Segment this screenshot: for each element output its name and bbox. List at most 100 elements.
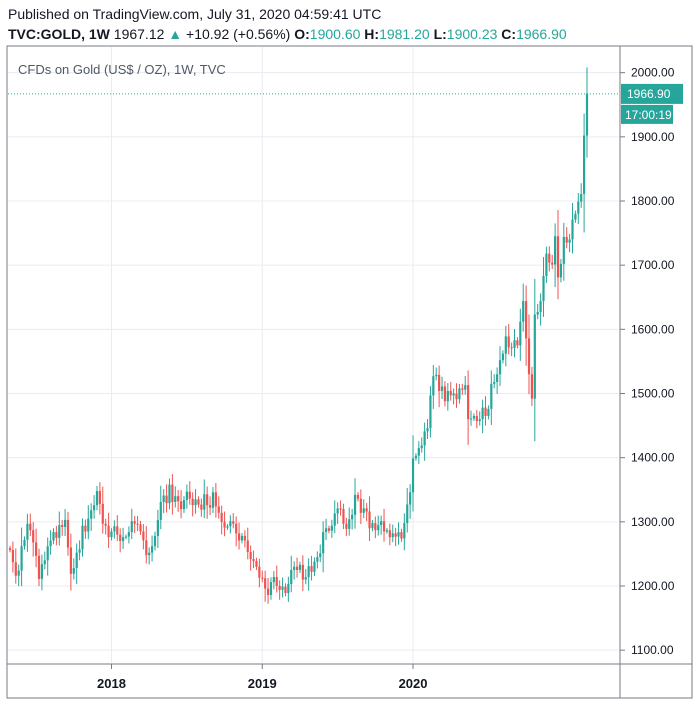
candle-body — [417, 448, 420, 456]
candle-body — [403, 523, 406, 539]
candle — [533, 279, 536, 442]
candle — [539, 293, 542, 326]
candle-body — [446, 390, 449, 402]
candle — [429, 386, 432, 438]
candle — [81, 518, 84, 557]
candle-body — [206, 494, 209, 506]
candle — [223, 511, 226, 537]
low-value: 1900.23 — [446, 26, 498, 42]
candle — [298, 561, 302, 574]
candle-body — [481, 407, 484, 420]
candle — [307, 558, 310, 591]
candle-body — [322, 532, 325, 554]
candle-body — [293, 566, 296, 570]
candle — [380, 515, 383, 535]
price-change: +10.92 (+0.56%) — [186, 26, 291, 42]
candle — [72, 558, 75, 580]
candle-body — [377, 525, 380, 531]
candle — [551, 254, 554, 269]
candle — [467, 370, 470, 445]
candle-body — [8, 548, 12, 551]
candle — [29, 513, 32, 536]
candle-body — [426, 428, 429, 432]
candle — [208, 496, 212, 516]
candle — [313, 557, 316, 577]
candle — [66, 511, 70, 556]
candle-body — [130, 521, 133, 533]
candle-body — [458, 388, 461, 400]
candle-body — [52, 532, 55, 541]
candle — [200, 498, 203, 517]
candle — [414, 453, 418, 461]
candle-body — [171, 484, 174, 502]
price-tick-label: 1900.00 — [631, 130, 675, 144]
candle-body — [423, 431, 426, 446]
candle — [423, 422, 426, 461]
candle — [139, 520, 142, 535]
candle — [351, 508, 354, 530]
candle-body — [272, 577, 275, 583]
candle — [119, 528, 122, 553]
candle — [359, 489, 362, 525]
close-value: 1966.90 — [516, 26, 567, 42]
candle — [237, 522, 241, 550]
candle-body — [368, 511, 371, 529]
candle — [371, 520, 374, 532]
candle — [345, 517, 348, 537]
candle-body — [43, 560, 46, 565]
candle — [220, 505, 223, 535]
candle — [179, 490, 183, 519]
candle — [182, 496, 186, 513]
candle-body — [342, 509, 345, 524]
candle — [110, 528, 113, 541]
candle — [203, 479, 206, 519]
candle — [284, 583, 287, 597]
candle — [446, 383, 449, 411]
candle-body — [127, 532, 130, 537]
candle-body — [351, 514, 354, 520]
candle — [327, 525, 331, 534]
candle — [214, 483, 217, 518]
candle — [565, 227, 568, 249]
candle-body — [353, 494, 357, 515]
candle-body — [191, 498, 194, 506]
candle-body — [580, 193, 583, 202]
candle — [362, 499, 365, 519]
candle — [475, 410, 478, 429]
candles — [8, 67, 589, 604]
candle-body — [23, 539, 26, 547]
candle — [324, 518, 328, 540]
candle — [554, 223, 557, 288]
candle-body — [284, 586, 287, 594]
candle-body — [420, 445, 423, 449]
candle — [388, 523, 391, 546]
candle — [440, 376, 444, 400]
candle-body — [197, 499, 200, 505]
candle — [290, 555, 293, 593]
candle-body — [359, 498, 362, 513]
time-tick-label: 2020 — [399, 676, 428, 691]
candle — [240, 533, 244, 544]
candle-body — [81, 525, 84, 550]
candle-body — [455, 393, 458, 400]
candle — [406, 488, 409, 533]
candle — [484, 396, 487, 426]
price-tick-label: 1500.00 — [631, 387, 675, 401]
candle-body — [119, 534, 122, 542]
candle — [136, 515, 139, 532]
candle-body — [229, 521, 232, 527]
open-value: 1900.60 — [309, 26, 361, 42]
candle-body — [101, 503, 104, 524]
candle — [145, 525, 148, 564]
last-price: 1967.12 — [113, 26, 165, 42]
candle — [585, 67, 589, 158]
candle — [455, 383, 458, 408]
candle-body — [530, 374, 534, 399]
last-price-tag-label: 1966.90 — [627, 87, 671, 101]
candle — [365, 502, 368, 522]
candle-body — [26, 523, 29, 540]
candle — [194, 489, 197, 514]
candle — [426, 419, 429, 439]
candle-body — [469, 418, 473, 420]
